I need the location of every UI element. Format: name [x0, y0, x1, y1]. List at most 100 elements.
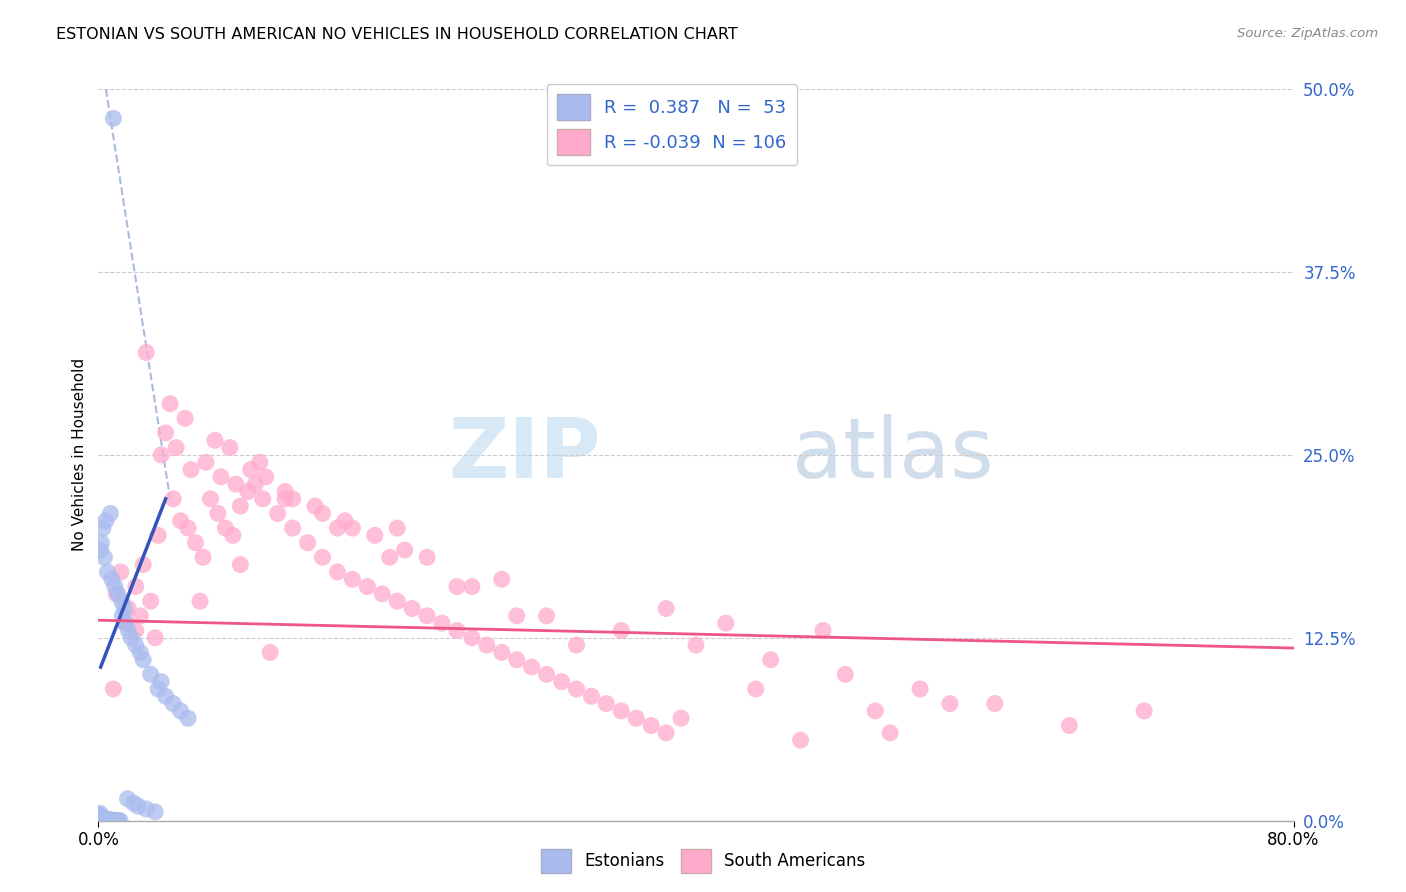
Point [89, 809, 111, 823]
Point [100, 813, 122, 827]
Point [326, 565, 349, 579]
Point [162, 491, 184, 506]
Point [97, 813, 120, 827]
Point [91, 521, 114, 535]
Point [135, 802, 157, 816]
Point [1059, 718, 1081, 732]
Point [162, 697, 184, 711]
Point [135, 345, 157, 359]
Point [150, 448, 173, 462]
Point [430, 616, 453, 631]
Point [759, 653, 782, 667]
Point [98, 813, 121, 827]
Point [191, 550, 214, 565]
Point [655, 726, 678, 740]
Point [110, 594, 132, 608]
Point [200, 491, 222, 506]
Point [281, 521, 304, 535]
Point [180, 462, 202, 476]
Point [475, 638, 498, 652]
Point [89, 807, 111, 822]
Point [169, 514, 191, 528]
Point [143, 631, 166, 645]
Point [93, 550, 115, 565]
Point [219, 441, 242, 455]
Point [101, 814, 124, 828]
Point [222, 528, 245, 542]
Point [595, 697, 617, 711]
Point [229, 499, 252, 513]
Point [125, 580, 148, 594]
Point [150, 674, 173, 689]
Point [103, 112, 125, 126]
Point [245, 477, 267, 491]
Point [96, 812, 118, 826]
Point [259, 645, 281, 659]
Point [129, 608, 152, 623]
Point [536, 667, 558, 681]
Point [125, 638, 148, 652]
Point [90, 810, 112, 824]
Point [122, 796, 145, 810]
Point [169, 704, 191, 718]
Point [385, 594, 409, 608]
Point [117, 624, 139, 638]
Point [236, 484, 259, 499]
Point [685, 638, 707, 652]
Point [90, 543, 112, 558]
Point [177, 711, 200, 725]
Point [536, 608, 558, 623]
Point [96, 565, 118, 579]
Point [304, 499, 326, 513]
Point [520, 660, 543, 674]
Y-axis label: No Vehicles in Household: No Vehicles in Household [72, 359, 87, 551]
Point [155, 425, 177, 440]
Point [104, 814, 127, 828]
Point [565, 681, 588, 696]
Point [655, 601, 678, 615]
Point [254, 470, 277, 484]
Point [274, 484, 297, 499]
Point [326, 521, 349, 535]
Point [394, 543, 416, 558]
Point [371, 587, 394, 601]
Point [565, 638, 588, 652]
Point [89, 808, 111, 822]
Point [865, 704, 887, 718]
Point [461, 631, 484, 645]
Point [1133, 704, 1156, 718]
Point [184, 535, 207, 549]
Point [267, 507, 290, 521]
Legend: Estonians, South Americans: Estonians, South Americans [534, 842, 872, 880]
Point [132, 653, 155, 667]
Point [117, 791, 139, 805]
Point [148, 681, 170, 696]
Point [90, 535, 112, 549]
Point [311, 507, 333, 521]
Point [385, 521, 409, 535]
Point [101, 572, 124, 586]
Point [129, 645, 152, 659]
Text: atlas: atlas [792, 415, 993, 495]
Point [120, 631, 142, 645]
Point [132, 558, 155, 572]
Point [356, 580, 378, 594]
Point [401, 601, 423, 615]
Point [281, 491, 304, 506]
Point [229, 558, 252, 572]
Point [416, 608, 439, 623]
Point [714, 616, 737, 631]
Point [225, 477, 247, 491]
Point [94, 514, 117, 528]
Point [143, 805, 166, 819]
Point [311, 550, 333, 565]
Point [110, 565, 132, 579]
Point [188, 594, 211, 608]
Point [97, 813, 120, 827]
Point [93, 812, 115, 826]
Point [297, 535, 319, 549]
Point [98, 507, 122, 521]
Point [148, 528, 170, 542]
Point [610, 624, 633, 638]
Point [104, 580, 127, 594]
